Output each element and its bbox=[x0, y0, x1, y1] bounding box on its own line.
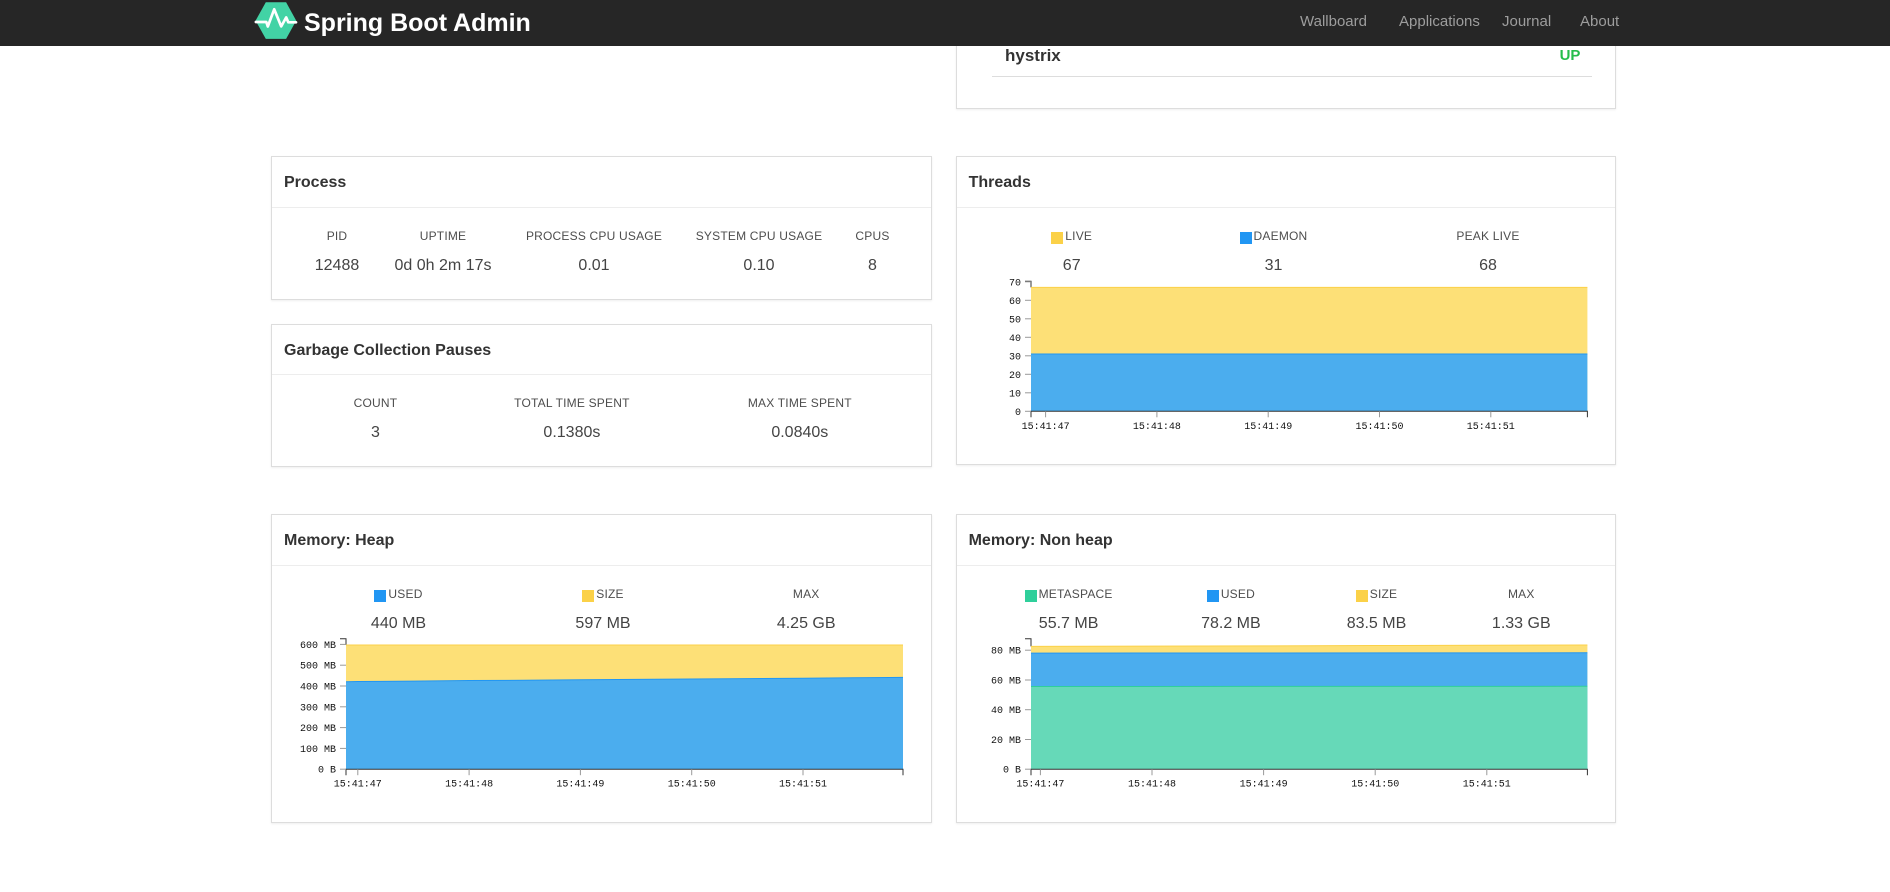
svg-text:20 MB: 20 MB bbox=[991, 736, 1021, 747]
svg-text:40 MB: 40 MB bbox=[991, 706, 1021, 717]
svg-text:15:41:51: 15:41:51 bbox=[779, 780, 827, 791]
svg-text:100 MB: 100 MB bbox=[300, 745, 336, 756]
svg-text:500 MB: 500 MB bbox=[300, 662, 336, 673]
svg-text:70: 70 bbox=[1009, 278, 1021, 289]
svg-text:300 MB: 300 MB bbox=[300, 703, 336, 714]
svg-text:15:41:50: 15:41:50 bbox=[668, 780, 716, 791]
svg-text:10: 10 bbox=[1009, 389, 1021, 400]
svg-text:600 MB: 600 MB bbox=[300, 641, 336, 652]
svg-text:40: 40 bbox=[1009, 334, 1021, 345]
svg-text:20: 20 bbox=[1009, 371, 1021, 382]
svg-text:15:41:48: 15:41:48 bbox=[1128, 780, 1176, 791]
svg-text:200 MB: 200 MB bbox=[300, 724, 336, 735]
svg-text:60 MB: 60 MB bbox=[991, 677, 1021, 688]
svg-text:0 B: 0 B bbox=[1003, 766, 1021, 777]
svg-text:15:41:50: 15:41:50 bbox=[1355, 422, 1403, 433]
svg-text:15:41:51: 15:41:51 bbox=[1462, 780, 1510, 791]
svg-text:50: 50 bbox=[1009, 315, 1021, 326]
svg-text:15:41:49: 15:41:49 bbox=[1244, 422, 1292, 433]
svg-text:15:41:48: 15:41:48 bbox=[445, 780, 493, 791]
svg-text:0 B: 0 B bbox=[318, 766, 336, 777]
svg-text:60: 60 bbox=[1009, 297, 1021, 308]
svg-text:15:41:50: 15:41:50 bbox=[1351, 780, 1399, 791]
svg-text:80 MB: 80 MB bbox=[991, 647, 1021, 658]
svg-text:30: 30 bbox=[1009, 352, 1021, 363]
svg-text:0: 0 bbox=[1015, 408, 1021, 419]
svg-text:15:41:47: 15:41:47 bbox=[1016, 780, 1064, 791]
svg-text:15:41:51: 15:41:51 bbox=[1466, 422, 1514, 433]
svg-text:15:41:47: 15:41:47 bbox=[334, 780, 382, 791]
svg-text:15:41:49: 15:41:49 bbox=[1239, 780, 1287, 791]
svg-text:15:41:49: 15:41:49 bbox=[556, 780, 604, 791]
svg-text:15:41:47: 15:41:47 bbox=[1021, 422, 1069, 433]
svg-text:400 MB: 400 MB bbox=[300, 683, 336, 694]
svg-text:15:41:48: 15:41:48 bbox=[1132, 422, 1180, 433]
